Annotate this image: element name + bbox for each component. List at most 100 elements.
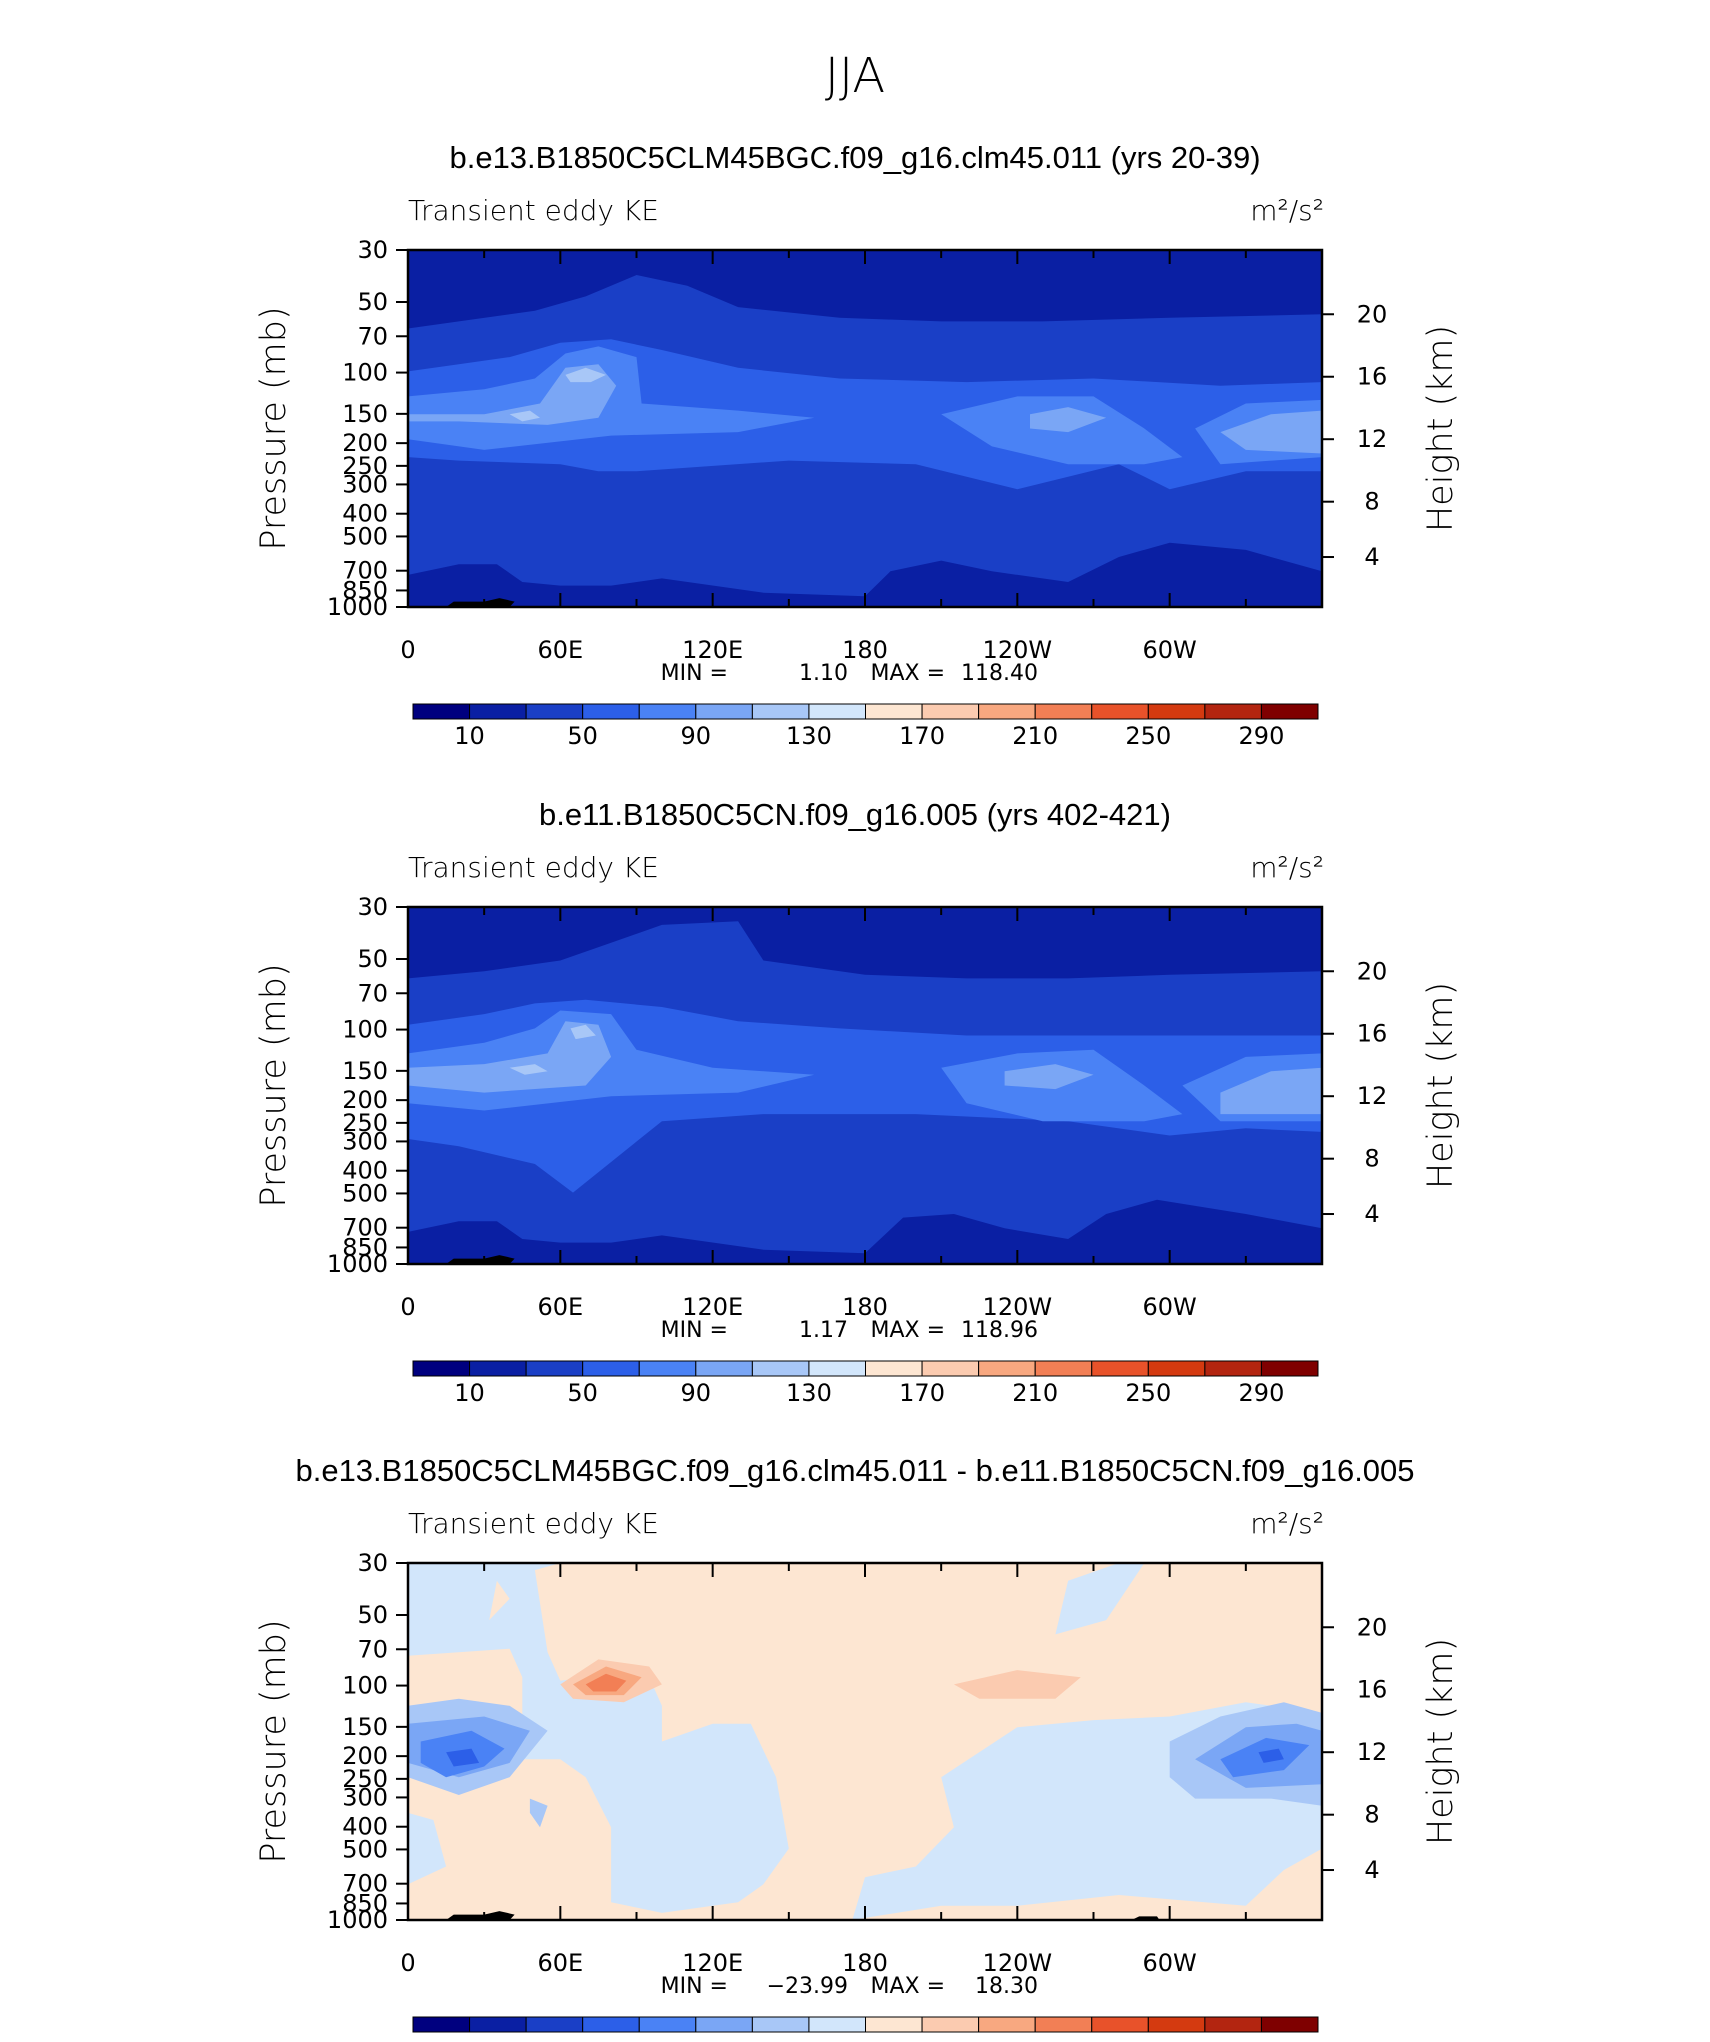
figure-title: JJA — [825, 48, 885, 104]
colorbar-box — [582, 703, 640, 720]
max-label: MAX = — [870, 1318, 945, 1343]
colorbar-box — [1260, 1360, 1319, 1377]
colorbar-box — [638, 1360, 697, 1377]
colorbar-label: 170 — [899, 722, 945, 750]
y-tick-label: 200 — [342, 429, 388, 457]
y-right-tick-label: 4 — [1364, 543, 1379, 571]
colorbar-box — [751, 1360, 810, 1377]
colorbar-box — [695, 1360, 753, 1377]
y-tick-label: 250 — [342, 1109, 388, 1137]
contour-region — [509, 1024, 596, 1075]
y-right-axis-title: Height (km) — [1421, 1638, 1461, 1845]
y-right-tick-label: 16 — [1357, 1020, 1388, 1048]
x-tick-label: 120W — [983, 636, 1053, 664]
contour-region — [408, 999, 1322, 1193]
x-tick-label: 60W — [1143, 636, 1197, 664]
contour-region — [408, 1716, 1322, 1788]
colorbar-box — [808, 703, 866, 720]
y-tick-label: 500 — [342, 1179, 388, 1207]
colorbar-box — [1204, 703, 1262, 720]
colorbar-box — [525, 703, 584, 720]
panel-3: b.e13.B1850C5CLM45BGC.f09_g16.clm45.011 … — [254, 1453, 1461, 2042]
colorbar-box — [1260, 2016, 1319, 2033]
y-tick-label: 100 — [342, 1672, 388, 1700]
y-tick-label: 30 — [357, 236, 388, 264]
max-label: MAX = — [870, 1974, 945, 1999]
colorbar-box — [978, 2016, 1036, 2033]
max-value: 18.30 — [975, 1974, 1038, 1999]
colorbar-box — [865, 703, 923, 720]
min-value: 1.17 — [799, 1318, 848, 1343]
panel-title: b.e13.B1850C5CLM45BGC.f09_g16.clm45.011 … — [449, 140, 1260, 175]
colorbar-box — [412, 703, 471, 720]
colorbar-box — [525, 1360, 584, 1377]
min-value: −23.99 — [767, 1974, 848, 1999]
y-tick-label: 70 — [357, 979, 388, 1007]
y-tick-label: 50 — [357, 288, 388, 316]
variable-label: Transient eddy KE — [408, 851, 659, 884]
max-value: 118.96 — [961, 1318, 1038, 1343]
colorbar-box — [1091, 1360, 1149, 1377]
colorbar-box — [921, 1360, 980, 1377]
x-tick-label: 60W — [1143, 1293, 1197, 1321]
colorbar-box — [412, 1360, 471, 1377]
y-tick-label: 100 — [342, 1016, 388, 1044]
units-label: m²/s² — [1250, 851, 1324, 884]
y-tick-label: 700 — [342, 1870, 388, 1898]
y-tick-label: 200 — [342, 1086, 388, 1114]
contour-region — [446, 598, 515, 607]
colorbar-box — [582, 1360, 640, 1377]
x-tick-label: 0 — [400, 636, 415, 664]
y-right-axis-title: Height (km) — [1421, 325, 1461, 532]
colorbar-box — [1204, 1360, 1262, 1377]
y-tick-label: 500 — [342, 1835, 388, 1863]
y-tick-label: 1000 — [327, 593, 388, 621]
colorbar-box — [638, 2016, 697, 2033]
y-tick-label: 250 — [342, 452, 388, 480]
x-tick-label: 120E — [682, 1949, 743, 1977]
colorbar-label: 10 — [454, 1379, 485, 1407]
colorbar-box — [865, 2016, 923, 2033]
colorbar-label: 10 — [454, 722, 485, 750]
colorbar-box — [1204, 2016, 1262, 2033]
contour-region — [408, 364, 1322, 454]
y-tick-label: 400 — [342, 1157, 388, 1185]
y-tick-label: 50 — [357, 1601, 388, 1629]
contour-region — [408, 1563, 1322, 1920]
colorbar-box — [1034, 1360, 1093, 1377]
y-axis-title: Pressure (mb) — [254, 306, 294, 550]
y-right-tick-label: 20 — [1357, 300, 1388, 328]
y-tick-label: 400 — [342, 500, 388, 528]
y-tick-label: 150 — [342, 400, 388, 428]
colorbar-label: 130 — [786, 1379, 832, 1407]
colorbar-box — [921, 2016, 980, 2033]
contour-region — [408, 542, 1322, 607]
y-right-tick-label: 8 — [1364, 1145, 1379, 1173]
colorbar-box — [1091, 703, 1149, 720]
y-tick-label: 70 — [357, 1635, 388, 1663]
colorbar-label: 50 — [567, 1379, 598, 1407]
y-tick-label: 500 — [342, 522, 388, 550]
colorbar-box — [808, 1360, 866, 1377]
min-value: 1.10 — [799, 661, 848, 686]
x-tick-label: 0 — [400, 1949, 415, 1977]
y-right-tick-label: 12 — [1357, 1738, 1388, 1766]
variable-label: Transient eddy KE — [408, 194, 659, 227]
x-tick-label: 60W — [1143, 1949, 1197, 1977]
min-label: MIN = — [661, 1318, 728, 1343]
x-tick-label: 180 — [842, 1949, 888, 1977]
y-tick-label: 30 — [357, 893, 388, 921]
x-tick-label: 60E — [537, 1949, 583, 1977]
y-tick-label: 700 — [342, 557, 388, 585]
contour-region — [408, 346, 1322, 465]
x-tick-label: 120W — [983, 1949, 1053, 1977]
y-right-tick-label: 12 — [1357, 425, 1388, 453]
y-tick-label: 850 — [342, 1889, 388, 1917]
contour-region — [560, 1659, 1081, 1703]
max-value: 118.40 — [961, 661, 1038, 686]
colorbar-box — [865, 1360, 923, 1377]
colorbar-box — [695, 703, 753, 720]
y-tick-label: 200 — [342, 1742, 388, 1770]
x-tick-label: 180 — [842, 1293, 888, 1321]
